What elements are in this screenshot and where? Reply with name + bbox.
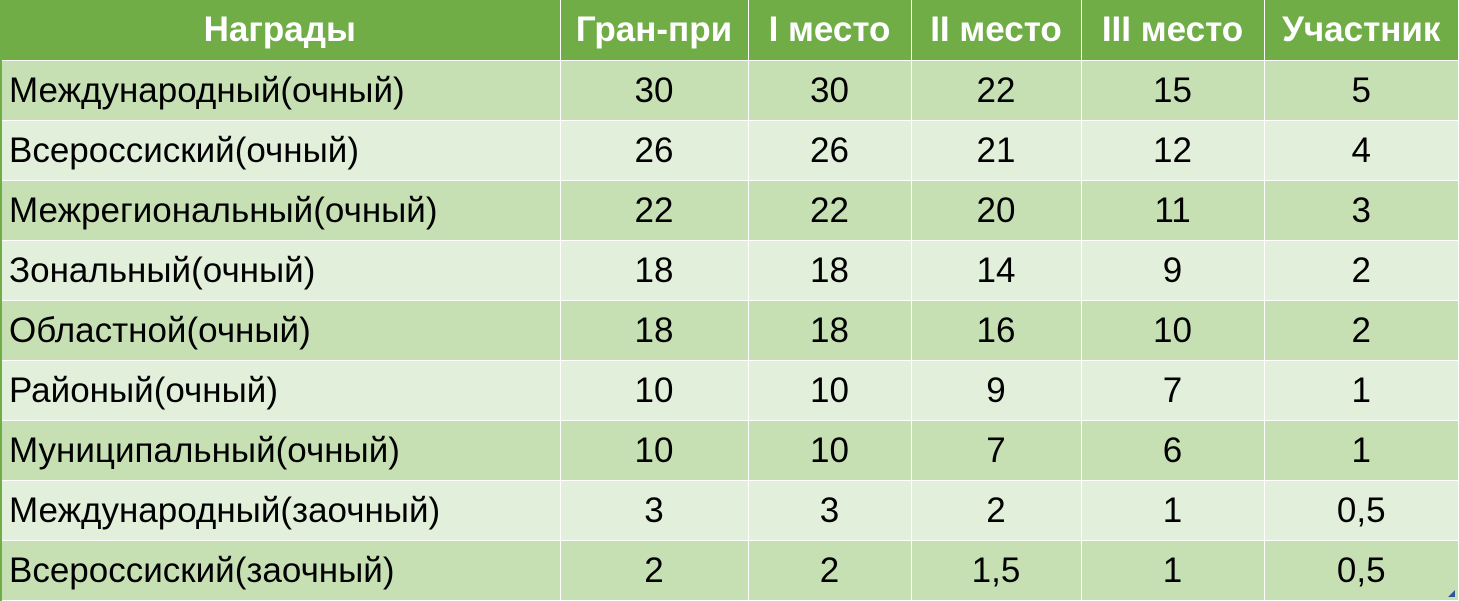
cell-first-place[interactable]: 3 (748, 480, 912, 541)
cell-grand-prix[interactable]: 30 (560, 60, 749, 121)
row-label[interactable]: Всероссиский(очный) (0, 120, 561, 181)
row-label[interactable]: Всероссиский(заочный) (0, 540, 561, 601)
cell-grand-prix[interactable]: 26 (560, 120, 749, 181)
table-row: Муниципальный(очный) 10 10 7 6 1 (0, 420, 1458, 481)
cell-first-place[interactable]: 30 (748, 60, 912, 121)
header-third-place[interactable]: III место (1081, 0, 1265, 61)
row-label[interactable]: Муниципальный(очный) (0, 420, 561, 481)
cell-first-place[interactable]: 18 (748, 300, 912, 361)
cell-participant[interactable]: 2 (1264, 300, 1458, 361)
cell-first-place[interactable]: 18 (748, 240, 912, 301)
cell-third-place[interactable]: 15 (1081, 60, 1265, 121)
cell-first-place[interactable]: 22 (748, 180, 912, 241)
cell-third-place[interactable]: 1 (1081, 540, 1265, 601)
row-label[interactable]: Областной(очный) (0, 300, 561, 361)
cell-second-place[interactable]: 2 (911, 480, 1082, 541)
cell-third-place[interactable]: 10 (1081, 300, 1265, 361)
cell-second-place[interactable]: 7 (911, 420, 1082, 481)
cell-participant[interactable]: 5 (1264, 60, 1458, 121)
cell-participant[interactable]: 0,5 (1264, 480, 1458, 541)
cell-grand-prix[interactable]: 10 (560, 420, 749, 481)
cell-first-place[interactable]: 10 (748, 360, 912, 421)
cell-grand-prix[interactable]: 3 (560, 480, 749, 541)
table-row: Районый(очный) 10 10 9 7 1 (0, 360, 1458, 421)
header-participant[interactable]: Участник (1264, 0, 1458, 61)
table-row: Международный(очный) 30 30 22 15 5 (0, 60, 1458, 121)
cell-third-place[interactable]: 7 (1081, 360, 1265, 421)
cell-grand-prix[interactable]: 22 (560, 180, 749, 241)
cell-third-place[interactable]: 12 (1081, 120, 1265, 181)
table-row: Межрегиональный(очный) 22 22 20 11 3 (0, 180, 1458, 241)
cell-first-place[interactable]: 26 (748, 120, 912, 181)
cell-second-place[interactable]: 21 (911, 120, 1082, 181)
row-label[interactable]: Международный(очный) (0, 60, 561, 121)
table-row: Зональный(очный) 18 18 14 9 2 (0, 240, 1458, 301)
cell-third-place[interactable]: 9 (1081, 240, 1265, 301)
cell-participant[interactable]: 3 (1264, 180, 1458, 241)
cell-participant[interactable]: 0,5 (1264, 540, 1458, 601)
header-grand-prix[interactable]: Гран-при (560, 0, 749, 61)
table-row: Всероссиский(заочный) 2 2 1,5 1 0,5 (0, 540, 1458, 601)
header-second-place[interactable]: II место (911, 0, 1082, 61)
cell-participant[interactable]: 4 (1264, 120, 1458, 181)
cell-participant[interactable]: 1 (1264, 360, 1458, 421)
cell-grand-prix[interactable]: 10 (560, 360, 749, 421)
cell-second-place[interactable]: 20 (911, 180, 1082, 241)
cell-first-place[interactable]: 10 (748, 420, 912, 481)
cell-third-place[interactable]: 6 (1081, 420, 1265, 481)
header-row: Награды Гран-при I место II место III ме… (0, 0, 1458, 61)
cell-third-place[interactable]: 11 (1081, 180, 1265, 241)
table-row: Всероссиский(очный) 26 26 21 12 4 (0, 120, 1458, 181)
cell-third-place[interactable]: 1 (1081, 480, 1265, 541)
cell-second-place[interactable]: 9 (911, 360, 1082, 421)
cell-participant[interactable]: 2 (1264, 240, 1458, 301)
table-row: Областной(очный) 18 18 16 10 2 (0, 300, 1458, 361)
cell-participant[interactable]: 1 (1264, 420, 1458, 481)
row-label[interactable]: Международный(заочный) (0, 480, 561, 541)
table-resize-handle[interactable] (1448, 590, 1455, 597)
cell-second-place[interactable]: 22 (911, 60, 1082, 121)
header-awards[interactable]: Награды (0, 0, 561, 61)
row-label[interactable]: Межрегиональный(очный) (0, 180, 561, 241)
header-first-place[interactable]: I место (748, 0, 912, 61)
table-left-border (0, 0, 2, 601)
cell-second-place[interactable]: 16 (911, 300, 1082, 361)
row-label[interactable]: Районый(очный) (0, 360, 561, 421)
cell-second-place[interactable]: 14 (911, 240, 1082, 301)
cell-second-place[interactable]: 1,5 (911, 540, 1082, 601)
table-row: Международный(заочный) 3 3 2 1 0,5 (0, 480, 1458, 541)
cell-grand-prix[interactable]: 2 (560, 540, 749, 601)
cell-first-place[interactable]: 2 (748, 540, 912, 601)
cell-grand-prix[interactable]: 18 (560, 240, 749, 301)
cell-grand-prix[interactable]: 18 (560, 300, 749, 361)
row-label[interactable]: Зональный(очный) (0, 240, 561, 301)
